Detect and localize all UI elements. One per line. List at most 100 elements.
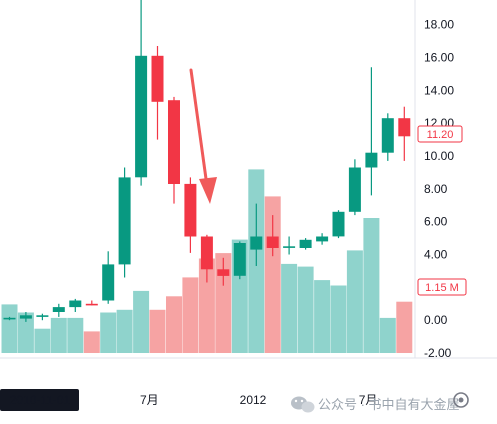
candlestick — [348, 159, 361, 216]
candle-body — [250, 236, 263, 250]
candlestick — [266, 215, 279, 257]
candle-body — [299, 239, 312, 248]
price-tick-label: 16.00 — [424, 51, 454, 65]
volume-bar — [149, 309, 166, 353]
candle-body — [36, 315, 49, 317]
volume-bar — [116, 309, 133, 353]
candle-body — [348, 167, 361, 212]
price-tick-label: 8.00 — [424, 182, 448, 196]
volume-bar — [297, 266, 314, 353]
time-axis[interactable]: 7月 2012 7月 — [140, 393, 377, 407]
volume-bar — [215, 253, 232, 353]
candlestick — [118, 167, 131, 278]
volume-bar — [17, 312, 34, 353]
candle-body — [200, 236, 213, 270]
candlestick — [135, 0, 148, 186]
candle-body — [266, 236, 279, 248]
candlestick — [168, 96, 180, 204]
price-badge — [417, 125, 463, 143]
candlestick — [250, 203, 263, 266]
candle-body — [151, 55, 164, 102]
watermark-text: 公众号 · 书中自有大金屋 — [318, 397, 460, 412]
candlestick — [19, 312, 32, 322]
volume-bar — [281, 263, 298, 353]
trend-arrow-shaft — [189, 68, 209, 188]
volume-bar — [198, 258, 215, 353]
candle-body — [381, 118, 394, 153]
price-tick-label: 18.00 — [424, 18, 454, 32]
volume-bar — [133, 290, 150, 353]
volume-bar — [83, 331, 100, 353]
candlestick — [3, 316, 16, 321]
candlestick — [69, 298, 82, 312]
candle-body — [168, 100, 180, 184]
trend-arrow-head — [199, 177, 217, 204]
candlestick — [85, 300, 98, 306]
price-tick-label: 6.00 — [424, 215, 448, 229]
candlestick — [200, 234, 213, 283]
volume-bar — [166, 296, 182, 353]
crosshair-date-badge — [0, 389, 79, 411]
volume-bar — [314, 280, 331, 353]
candlestick — [299, 238, 312, 250]
wechat-icon — [291, 396, 315, 413]
volume-bar — [100, 312, 117, 353]
volume-bar — [34, 328, 51, 353]
candlestick — [233, 241, 246, 280]
candle-body — [102, 264, 115, 301]
candle-body — [118, 177, 131, 265]
watermark: 公众号 · 书中自有大金屋 — [291, 396, 460, 413]
volume-bar — [363, 218, 380, 353]
candle-body — [184, 183, 197, 237]
volume-badge-label: 1.15 M — [425, 282, 459, 294]
chart-settings-icon[interactable] — [453, 392, 469, 408]
candle-body — [19, 315, 32, 319]
time-tick-label: 2012 — [240, 393, 267, 407]
candle-body — [316, 236, 329, 242]
volume-bar — [1, 304, 18, 353]
price-badge-label: 11.20 — [427, 129, 454, 141]
price-tick-label: 0.00 — [424, 313, 448, 327]
candlestick — [36, 313, 49, 321]
candle-body — [52, 307, 65, 312]
candle-body — [233, 243, 246, 276]
candlestick — [316, 233, 329, 245]
candlestick — [151, 46, 164, 140]
price-tick-label: 14.00 — [424, 83, 454, 97]
volume-bars — [1, 169, 413, 353]
time-tick-label: 7月 — [359, 393, 378, 407]
candle-body — [332, 211, 345, 237]
trend-arrow-annotation[interactable] — [189, 68, 217, 204]
candlestick — [52, 303, 65, 317]
candle-body — [217, 269, 230, 276]
candle-body — [85, 303, 98, 306]
crosshair-date-label: 2010-11-01 — [10, 393, 71, 407]
candlestick — [184, 177, 197, 253]
volume-bar — [379, 317, 396, 353]
candlestick — [332, 210, 345, 239]
candlestick — [283, 236, 296, 255]
candlesticks — [3, 0, 411, 322]
volume-bar — [264, 196, 281, 353]
volume-bar — [182, 277, 199, 353]
volume-bar — [346, 250, 363, 353]
volume-bar — [330, 285, 347, 353]
candlestick — [365, 67, 378, 196]
candle-body — [283, 246, 296, 248]
volume-bar — [396, 301, 413, 353]
candlestick — [217, 257, 230, 286]
candlestick — [398, 106, 411, 161]
time-tick-label: 7月 — [140, 393, 159, 407]
candlestick — [102, 251, 115, 304]
candle-body — [3, 317, 16, 320]
candle-body — [398, 118, 411, 137]
volume-bar — [67, 317, 84, 353]
price-tick-label: 4.00 — [424, 248, 448, 262]
candle-body — [365, 152, 378, 168]
price-tick-label: -2.00 — [424, 346, 452, 360]
volume-bar — [50, 317, 67, 353]
volume-badge — [417, 278, 467, 296]
price-tick-label: 10.00 — [424, 149, 454, 163]
